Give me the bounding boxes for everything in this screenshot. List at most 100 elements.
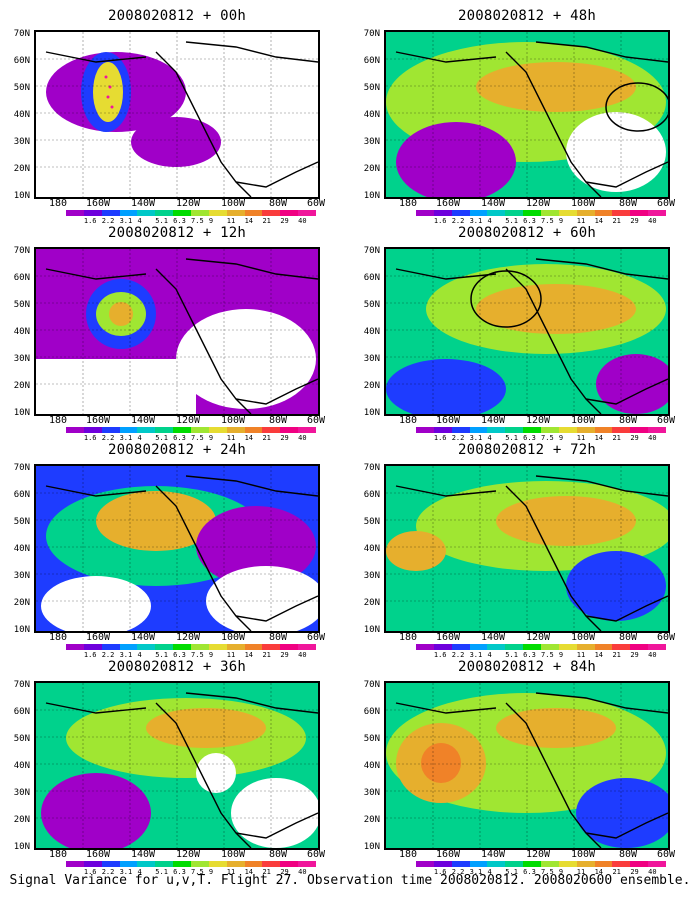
colorbar-label-pad <box>416 434 434 442</box>
lat-label: 40N <box>13 327 30 337</box>
colorbar-labels: 1.6 2.2 3.1 4 5.1 6.3 7.5 9 11 14 21 29 40 <box>66 434 316 442</box>
lat-label: 10N <box>13 191 30 201</box>
colorbar-label: 11 <box>576 651 586 659</box>
colorbar-label: 21 <box>612 217 621 225</box>
colorbar-label: 2.2 <box>451 651 465 659</box>
coastline <box>395 475 668 631</box>
colorbar-label: 14 <box>594 434 604 442</box>
colorbar-swatch <box>505 644 524 650</box>
colorbar-labels: 1.6 2.2 3.1 4 5.1 6.3 7.5 9 11 14 21 29 40 <box>66 651 316 659</box>
variance-map <box>384 30 670 199</box>
colorbar-label: 29 <box>280 434 289 442</box>
colorbar-swatch <box>541 210 559 216</box>
lon-label: 100W <box>220 849 246 860</box>
colorbar-labels: 1.6 2.2 3.1 4 5.1 6.3 7.5 9 11 14 21 29 40 <box>416 434 666 442</box>
colorbar <box>66 861 317 867</box>
colorbar-label: 1.6 <box>83 651 97 659</box>
lat-label: 20N <box>363 164 380 174</box>
lon-label: 180 <box>48 849 68 860</box>
colorbar-swatch <box>119 861 138 867</box>
lon-label: 120W <box>175 632 201 643</box>
variance-map <box>34 681 320 850</box>
map-canvas <box>36 249 318 414</box>
colorbar-label: 14 <box>244 868 254 876</box>
colorbar-swatch <box>505 861 524 867</box>
lon-label: 160W <box>85 198 111 209</box>
colorbar-swatch <box>433 644 452 650</box>
colorbar-swatch <box>469 210 488 216</box>
colorbar-label: 2.2 <box>451 434 465 442</box>
lon-label: 80W <box>618 849 638 860</box>
colorbar-label: 6.3 <box>173 651 186 659</box>
lat-label: 50N <box>13 300 30 310</box>
colorbar-label: 29 <box>630 651 639 659</box>
colorbar-labels: 1.6 2.2 3.1 4 5.1 6.3 7.5 9 11 14 21 29 40 <box>416 651 666 659</box>
colorbar-label: 40 <box>298 434 307 442</box>
lat-label: 20N <box>363 815 380 825</box>
lat-label: 40N <box>13 110 30 120</box>
coastline <box>45 475 318 631</box>
gridlines <box>386 249 668 414</box>
lon-label: 100W <box>570 198 596 209</box>
colorbar-label: 2.2 <box>451 217 465 225</box>
colorbar-swatch <box>523 861 542 867</box>
colorbar-label: 14 <box>594 651 604 659</box>
panel-title: 2008020812 + 12h <box>107 225 247 241</box>
colorbar-swatch <box>451 210 470 216</box>
lat-label: 50N <box>363 83 380 93</box>
colorbar-label: 2.2 <box>101 434 115 442</box>
colorbar-label: 3.1 <box>469 434 483 442</box>
lon-label: 160W <box>85 415 111 426</box>
variance-map <box>384 464 670 633</box>
colorbar-swatch <box>469 427 488 433</box>
colorbar-swatch <box>298 861 317 867</box>
colorbar-labels: 1.6 2.2 3.1 4 5.1 6.3 7.5 9 11 14 21 29 40 <box>66 868 316 876</box>
variance-map <box>34 464 320 633</box>
lat-label: 10N <box>363 191 380 201</box>
colorbar-swatch <box>262 210 281 216</box>
colorbar-label: 4 <box>137 868 142 876</box>
colorbar-swatch <box>630 210 649 216</box>
lon-label: 140W <box>480 198 506 209</box>
colorbar-label: 40 <box>648 868 657 876</box>
gridlines <box>36 683 318 848</box>
colorbar-swatch <box>469 861 488 867</box>
colorbar-swatch <box>541 427 559 433</box>
colorbar-label: 5.1 <box>155 434 168 442</box>
variance-map <box>384 247 670 416</box>
colorbar-swatch <box>119 644 138 650</box>
colorbar-label: 40 <box>298 217 307 225</box>
colorbar-swatch <box>208 644 227 650</box>
colorbar-swatch <box>523 644 542 650</box>
colorbar-label: 11 <box>226 868 236 876</box>
colorbar-label: 40 <box>648 651 657 659</box>
lon-label: 180 <box>398 415 418 426</box>
lat-label: 40N <box>363 327 380 337</box>
lat-label: 50N <box>13 517 30 527</box>
lon-label: 80W <box>268 415 288 426</box>
lon-label: 180 <box>398 849 418 860</box>
colorbar-label: 5.1 <box>505 217 518 225</box>
colorbar-label: 2.2 <box>101 217 115 225</box>
colorbar-labels: 1.6 2.2 3.1 4 5.1 6.3 7.5 9 11 14 21 29 40 <box>416 868 666 876</box>
lon-label: 80W <box>618 198 638 209</box>
colorbar-label-pad <box>416 217 434 225</box>
lat-label: 40N <box>13 544 30 554</box>
colorbar-swatch <box>612 644 631 650</box>
coastline <box>395 692 668 848</box>
colorbar-label: 3.1 <box>119 434 133 442</box>
lat-label: 70N <box>13 29 30 39</box>
colorbar-label: 11 <box>226 217 236 225</box>
colorbar-swatch <box>612 427 631 433</box>
lon-label: 120W <box>175 849 201 860</box>
lon-label: 180 <box>398 632 418 643</box>
colorbar-swatch <box>137 210 156 216</box>
colorbar-label: 1.6 <box>83 434 97 442</box>
colorbar-swatch <box>119 210 138 216</box>
map-panel-36h: 2008020812 + 36h 70N 60N 50N 40N 30N 20N… <box>0 659 325 876</box>
colorbar-swatch <box>594 644 613 650</box>
colorbar-swatch <box>83 644 102 650</box>
colorbar <box>416 644 667 650</box>
colorbar-swatch <box>101 644 120 650</box>
lon-label: 180 <box>48 632 68 643</box>
